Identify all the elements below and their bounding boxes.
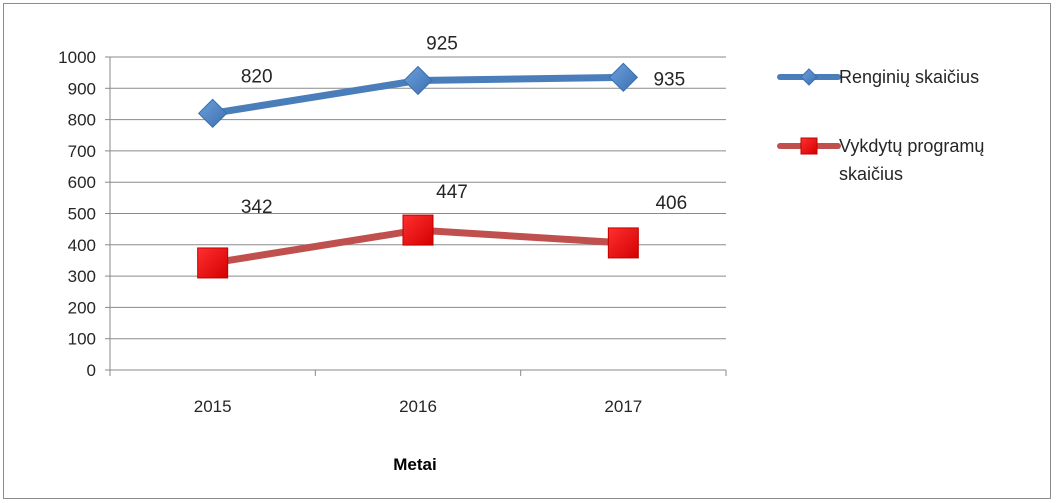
data-point-square [607,227,639,259]
x-axis-title: Metai [393,455,436,474]
data-label: 406 [655,193,687,214]
data-label: 925 [426,33,458,54]
y-tick-label: 900 [68,79,96,98]
data-label: 342 [241,197,273,218]
legend-label-programu-line2: skaičius [839,164,903,184]
axes [105,56,727,376]
x-axis-tick-labels: 2015 2016 2017 [194,397,642,416]
data-point-square [402,214,434,246]
y-tick-label: 700 [68,142,96,161]
data-point-diamond [197,98,228,129]
y-tick-label: 400 [68,236,96,255]
legend-label-renginiu: Renginių skaičius [839,67,979,87]
x-tick-label: 2016 [399,397,437,416]
y-tick-label: 0 [87,361,96,380]
legend-item-renginiu: Renginių skaičius [777,67,979,87]
data-labels: 820 925 935 342 447 406 [241,33,687,217]
data-point-square [197,247,229,279]
data-point-diamond [608,62,639,93]
y-tick-label: 800 [68,111,96,130]
y-tick-label: 200 [68,298,96,317]
data-point-diamond [403,65,433,96]
legend-item-programu: Vykdytų programų skaičius [777,136,984,184]
chart-frame [3,3,1051,499]
legend-square-marker-icon [800,137,818,155]
y-axis-tick-labels: 0 100 200 300 400 500 600 700 800 900 1000 [58,48,96,380]
legend-diamond-marker-icon [800,68,818,86]
legend-label-programu-line1: Vykdytų programų [839,136,984,156]
x-tick-label: 2015 [194,397,232,416]
y-tick-label: 1000 [58,48,96,67]
data-label: 935 [653,69,685,90]
y-tick-label: 500 [68,205,96,224]
series-markers [197,62,639,279]
x-tick-label: 2017 [604,397,642,416]
y-tick-label: 300 [68,267,96,286]
y-tick-label: 100 [68,330,96,349]
y-tick-label: 600 [68,173,96,192]
legend: Renginių skaičius Vykdytų programų skaič… [777,67,984,184]
data-label: 820 [241,66,273,87]
gridlines [110,56,726,340]
data-label: 447 [436,182,468,203]
